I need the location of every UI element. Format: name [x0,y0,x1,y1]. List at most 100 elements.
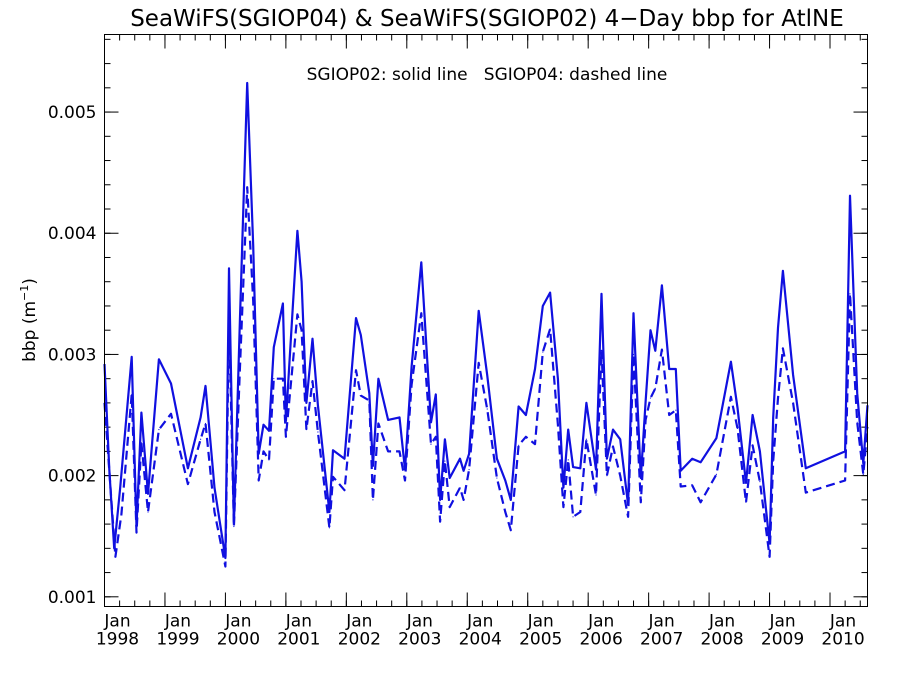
x-tick-year: 2008 [700,630,743,650]
data-point-sgiop04 [572,516,574,518]
plot-frame [104,34,868,607]
data-point-sgiop02 [585,402,587,404]
data-point-sgiop02 [579,467,581,469]
data-point-sgiop04 [518,444,520,446]
data-point-sgiop04 [233,525,235,528]
x-tick-month: Jan [587,612,614,632]
data-point-sgiop04 [239,368,241,370]
data-point-sgiop02 [645,401,647,403]
y-axis-label-main: bbp (m [20,301,40,362]
data-point-sgiop02 [311,338,314,340]
data-point-sgiop02 [849,195,851,197]
data-point-sgiop02 [752,414,754,416]
data-point-sgiop04 [619,475,621,477]
data-point-sgiop04 [449,506,451,508]
data-point-sgiop02 [661,284,663,286]
y-axis-label-close: ) [20,278,40,285]
data-point-sgiop02 [131,356,133,358]
data-point-sgiop04 [368,399,370,402]
y-tick-label: 0.003 [48,345,97,365]
chart-title: SeaWiFS(SGIOP04) & SeaWiFS(SGIOP02) 4−Da… [130,6,844,32]
data-point-sgiop02 [654,350,656,352]
data-point-sgiop02 [444,438,446,440]
data-point-sgiop04 [600,350,603,352]
data-point-sgiop02 [273,346,275,348]
data-point-sgiop02 [108,468,110,471]
data-point-sgiop04 [300,329,303,331]
x-tick-month: Jan [345,612,372,632]
data-point-sgiop04 [627,516,629,518]
data-point-sgiop02 [449,477,451,479]
data-point-sgiop02 [745,482,747,484]
data-point-sgiop04 [849,293,851,295]
data-point-sgiop04 [252,300,254,302]
data-point-sgiop04 [856,421,858,423]
data-point-sgiop02 [268,430,270,432]
data-point-sgiop04 [792,402,794,404]
x-tick-month: Jan [648,612,675,632]
data-point-sgiop02 [496,458,498,460]
data-point-sgiop04 [224,565,227,568]
y-tick-label: 0.005 [48,103,97,123]
data-point-sgiop04 [549,328,551,330]
data-point-sgiop02 [463,470,465,472]
data-point-sgiop02 [435,393,437,396]
data-point-sgiop02 [170,382,172,385]
data-point-sgiop04 [585,438,587,440]
data-point-sgiop04 [661,348,663,351]
data-point-sgiop04 [439,521,441,523]
data-point-sgiop04 [398,450,401,452]
data-point-sgiop02 [649,329,652,331]
data-point-sgiop04 [645,419,647,421]
data-point-sgiop02 [200,416,202,419]
data-point-sgiop04 [504,511,506,513]
y-axis-label: bbp (m−1) [18,278,40,362]
x-tick-year: 2005 [519,630,562,650]
data-point-sgiop02 [468,453,470,455]
data-point-sgiop02 [632,312,635,314]
x-tick-year: 2002 [338,630,381,650]
x-tick-year: 2001 [277,630,320,650]
y-tick-label: 0.001 [48,588,97,608]
data-point-sgiop04 [691,484,693,486]
data-point-sgiop04 [430,443,432,445]
data-point-sgiop04 [273,378,275,380]
data-point-sgiop04 [285,436,287,438]
data-point-sgiop02 [805,467,807,469]
data-point-sgiop04 [420,312,422,314]
data-point-sgiop04 [777,397,779,399]
data-point-sgiop04 [668,414,670,416]
data-point-sgiop02 [262,424,265,426]
data-point-sgiop04 [131,393,133,396]
data-point-sgiop02 [420,261,422,263]
data-point-sgiop02 [525,414,527,416]
data-point-sgiop04 [355,369,357,371]
data-point-sgiop04 [258,479,260,482]
data-point-sgiop02 [300,281,303,283]
data-point-sgiop02 [187,467,189,469]
data-point-sgiop04 [510,529,512,531]
data-point-sgiop04 [459,487,461,489]
data-point-sgiop04 [262,450,265,452]
data-point-sgiop04 [680,485,682,488]
data-point-sgiop02 [228,267,230,269]
data-point-sgiop04 [377,422,379,425]
data-point-sgiop02 [600,293,603,295]
y-tick-labels: 0.001 0.002 0.003 0.004 0.005 [48,103,97,608]
data-point-sgiop02 [140,412,142,414]
data-point-sgiop02 [782,270,784,272]
data-point-sgiop04 [525,436,527,438]
data-point-sgiop04 [228,317,230,319]
data-point-sgiop04 [805,491,807,494]
data-point-sgiop02 [567,428,569,431]
data-point-sgiop04 [542,351,544,353]
data-point-sgiop02 [224,557,227,559]
y-tick-label: 0.002 [48,467,97,487]
data-point-sgiop04 [463,499,465,501]
data-point-sgiop04 [332,476,334,478]
data-point-sgiop02 [518,405,520,408]
data-point-sgiop04 [387,450,389,452]
data-point-sgiop02 [675,368,677,370]
data-point-sgiop02 [439,499,441,501]
